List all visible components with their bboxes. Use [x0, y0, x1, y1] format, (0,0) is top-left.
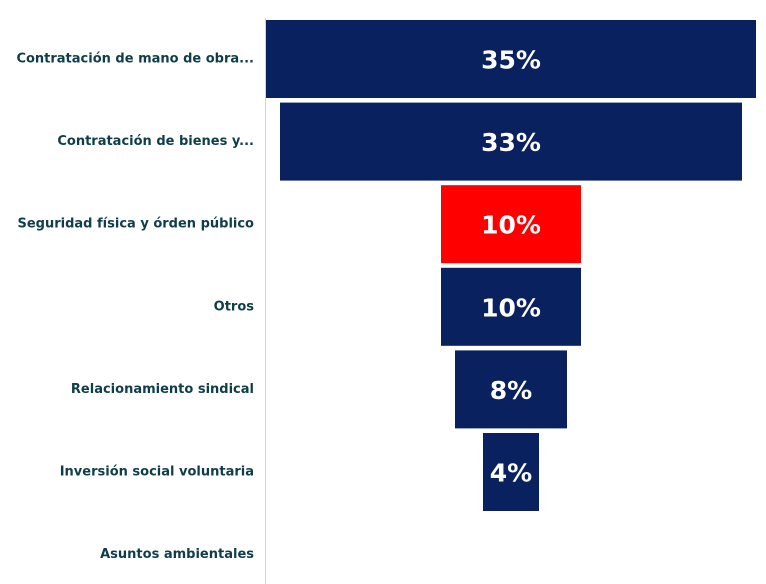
value-label: 4% [490, 459, 532, 488]
funnel-bar[interactable] [441, 267, 581, 346]
category-label: Asuntos ambientales [100, 547, 254, 562]
value-label: 33% [481, 128, 541, 157]
category-label: Otros [214, 299, 255, 314]
category-label: Seguridad física y órden público [18, 217, 255, 232]
funnel-bar[interactable] [280, 102, 742, 181]
category-label: Contratación de bienes y... [57, 134, 254, 149]
bars-layer [266, 20, 756, 511]
labels-layer: Contratación de mano de obra... 35% Contra… [16, 46, 540, 563]
value-label: 10% [481, 293, 541, 322]
category-label: Contratación de mano de obra... [16, 52, 254, 67]
value-label: 35% [481, 46, 541, 75]
funnel-bar[interactable] [455, 350, 567, 429]
value-label: 10% [481, 211, 541, 240]
funnel-bar[interactable] [441, 185, 581, 264]
category-label: Inversión social voluntaria [60, 465, 254, 480]
value-label: 8% [490, 376, 532, 405]
funnel-bar[interactable] [483, 433, 539, 511]
category-label: Relacionamiento sindical [71, 382, 254, 397]
funnel-bar[interactable] [266, 20, 756, 98]
